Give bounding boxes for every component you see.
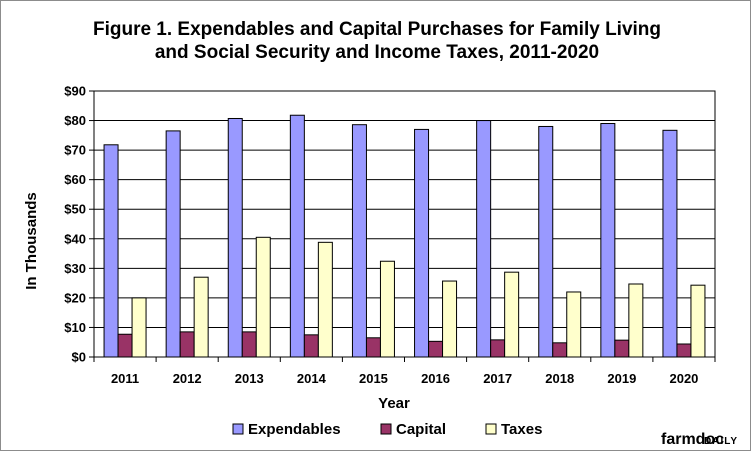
bar-taxes-2016: [442, 280, 458, 358]
y-tick-label: $0: [72, 350, 86, 365]
farmdoc-daily-logo: farmdoc DAILY: [661, 431, 738, 448]
bar-capital-2016: [428, 340, 444, 358]
bar-expendables-2017: [476, 120, 492, 358]
y-tick-label: $40: [64, 231, 86, 246]
x-tick-label: 2014: [297, 371, 327, 386]
x-tick-label: 2017: [483, 371, 512, 386]
bar-expendables-2020: [662, 129, 678, 358]
x-tick-label: 2013: [235, 371, 264, 386]
legend-label: Capital: [396, 421, 446, 438]
bar-taxes-2017: [504, 271, 520, 358]
chart-title-line-1: Figure 1. Expendables and Capital Purcha…: [93, 19, 661, 40]
bars: [103, 114, 706, 358]
y-tick-label: $30: [64, 261, 86, 276]
bar-capital-2018: [552, 342, 568, 358]
legend: Expendables Capital Taxes: [232, 421, 542, 438]
bar-expendables-2016: [414, 128, 430, 358]
y-tick-label: $60: [64, 172, 86, 187]
bar-capital-2013: [241, 331, 257, 358]
x-tick-label: 2018: [545, 371, 574, 386]
bar-expendables-2019: [600, 123, 616, 358]
bar-expendables-2018: [538, 125, 554, 358]
bar-taxes-2018: [566, 291, 582, 358]
legend-item-expendables: Expendables: [232, 421, 341, 438]
bar-taxes-2014: [317, 241, 333, 358]
bar-expendables-2011: [103, 144, 119, 358]
y-tick-label: $80: [64, 113, 86, 128]
bar-capital-2011: [117, 333, 133, 358]
x-tick-label: 2012: [173, 371, 202, 386]
legend-item-taxes: Taxes: [485, 421, 542, 438]
bar-taxes-2011: [131, 297, 147, 358]
bar-capital-2019: [614, 339, 630, 358]
legend-item-capital: Capital: [380, 421, 446, 438]
bar-taxes-2020: [690, 284, 706, 358]
bar-expendables-2012: [165, 130, 181, 358]
logo-sub-text: DAILY: [704, 436, 738, 447]
chart-title-line-2: and Social Security and Income Taxes, 20…: [155, 42, 599, 63]
legend-swatch: [232, 423, 244, 435]
legend-swatch: [380, 423, 392, 435]
bar-expendables-2013: [227, 117, 243, 358]
bar-capital-2020: [676, 343, 692, 358]
x-tick-label: 2016: [421, 371, 450, 386]
logo-main-text: farmdoc: [661, 431, 724, 448]
legend-label: Expendables: [248, 421, 341, 438]
bar-expendables-2014: [289, 114, 305, 358]
x-tick-label: 2019: [607, 371, 636, 386]
legend-swatch: [485, 423, 497, 435]
y-tick-label: $10: [64, 320, 86, 335]
x-tick-label: 2015: [359, 371, 388, 386]
x-tick-label: 2011: [111, 371, 139, 386]
bar-taxes-2012: [193, 276, 209, 358]
y-axis-title: In Thousands: [23, 192, 40, 290]
bar-capital-2014: [303, 334, 319, 358]
y-axis-tick-labels: $0 $10 $20 $30 $40 $50 $60 $70 $80 $90: [64, 84, 86, 365]
bar-capital-2017: [490, 339, 506, 358]
x-tick-label: 2020: [669, 371, 698, 386]
bar-capital-2015: [365, 337, 381, 358]
x-axis-title: Year: [378, 395, 410, 412]
bar-capital-2012: [179, 331, 195, 358]
y-tick-label: $70: [64, 143, 86, 158]
bar-expendables-2015: [351, 124, 367, 358]
bar-taxes-2019: [628, 283, 644, 358]
bar-taxes-2015: [379, 260, 395, 358]
bar-taxes-2013: [255, 236, 271, 358]
y-tick-label: $20: [64, 290, 86, 305]
plot-area: [93, 90, 716, 358]
y-tick-label: $50: [64, 202, 86, 217]
y-tick-label: $90: [64, 84, 86, 99]
x-axis-tick-labels: 2011 2012 2013 2014 2015 2016 2017 2018 2019 2020: [93, 357, 716, 386]
legend-label: Taxes: [501, 421, 542, 438]
